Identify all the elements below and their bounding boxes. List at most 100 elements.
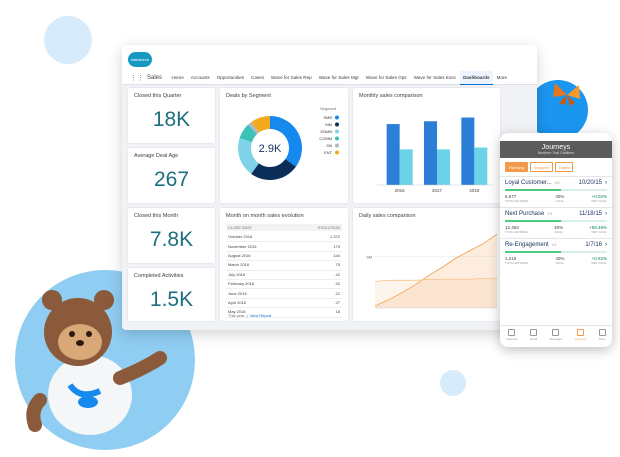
- y-tick-label: 5M: [366, 254, 372, 259]
- phone-tab[interactable]: Stopped: [529, 162, 553, 172]
- table-cell: November 2016: [228, 243, 257, 249]
- journey-date: 10/20/15: [578, 180, 602, 186]
- nav-button[interactable]: Calendar: [506, 329, 518, 341]
- table-cell: March 2016: [228, 262, 250, 268]
- table-title: Month on month sales evolution: [226, 213, 304, 219]
- phone: Journeys Northern Trail Outfitters Running…: [500, 133, 612, 347]
- chart-title: Deals by Segment: [226, 93, 271, 99]
- x-tick-label: 2018: [469, 188, 480, 193]
- table-cell: 179: [333, 243, 340, 249]
- metric-value: 1.5K: [149, 288, 194, 311]
- bar: [437, 149, 450, 185]
- nav-tab[interactable]: Home: [171, 75, 184, 80]
- stat: +0.02% MET GOAL: [592, 194, 607, 203]
- stat: 6,677 TOTAL ENTRIES: [505, 194, 528, 203]
- nav-bar: ⋮⋮ Sales Home Accounts Opportunities Cases W…: [122, 70, 537, 85]
- stat-label: MET GOAL: [591, 261, 607, 265]
- journey-stats: 6,677 TOTAL ENTRIES 40% GOAL +0.02% MET GOAL: [505, 194, 607, 203]
- view-report-link[interactable]: View Report: [249, 313, 272, 318]
- legend-swatch: [335, 115, 339, 120]
- nav-button[interactable]: Messages: [549, 329, 563, 341]
- journey-item[interactable]: Loyal Customer... V2 10/20/15 › 6,677 TOTAL E…: [500, 176, 612, 207]
- bar: [399, 149, 413, 185]
- chevron: ›: [605, 180, 607, 186]
- metric-title: Closed this Month: [134, 213, 179, 219]
- chevron: ›: [605, 242, 607, 248]
- stat: 40% GOAL: [555, 194, 564, 203]
- nav-tab[interactable]: Wave for Sales Exec: [413, 75, 457, 80]
- donut-center-label: 2.9K: [259, 143, 282, 155]
- legend-title: Segment: [320, 106, 337, 111]
- metric-value: 7.8K: [149, 228, 194, 251]
- nav-button[interactable]: Email: [530, 329, 538, 341]
- progress-bar: [505, 220, 607, 222]
- stat-value: 40%: [555, 194, 565, 199]
- phone-tabs: Running Stopped Drafts: [500, 158, 612, 176]
- metric-card: Closed this Quarter 18K: [128, 88, 215, 143]
- app-name: Sales: [147, 74, 163, 81]
- donut-segment: [251, 159, 296, 180]
- table-cell: July 2016: [228, 271, 246, 277]
- donut-segment: [251, 116, 270, 133]
- metric-card: Average Deal Age 267: [128, 148, 215, 203]
- chart-card: Deals by Segment 2.9K Segment SMB MM ENMB COMM…: [220, 88, 348, 203]
- progress-bar: [505, 251, 607, 253]
- stat-label: TOTAL ENTRIES: [505, 199, 529, 203]
- nav-tab[interactable]: Accounts: [190, 75, 210, 80]
- stat: 1,219 TOTAL ENTRIES: [505, 256, 528, 265]
- nav-tab[interactable]: More: [496, 75, 508, 80]
- donut-segment: [239, 124, 257, 143]
- stat-value: 6,677: [505, 194, 517, 199]
- bar: [386, 124, 400, 185]
- donut-chart: 2.9K Segment SMB MM ENMB COMM DB ENT: [238, 106, 339, 180]
- donut-segment: [248, 122, 259, 135]
- app-launcher[interactable]: ⋮⋮: [130, 74, 144, 82]
- column-header: EVOLUTION: [318, 225, 340, 230]
- nav-label: Journeys: [574, 337, 587, 341]
- legend-swatch: [335, 129, 339, 134]
- nav-tab[interactable]: Wave for Sales Mgr: [318, 75, 359, 80]
- nav-tab[interactable]: Dashboards: [459, 70, 494, 85]
- journey-date: 11/18/15: [579, 211, 602, 217]
- nav-tab[interactable]: Opportunities: [216, 75, 245, 80]
- line: [374, 233, 498, 307]
- legend-swatch: [335, 122, 339, 127]
- table-cell: 18: [335, 309, 340, 315]
- mascot: [26, 290, 167, 435]
- nav-tab[interactable]: Wave for Sales Rep: [271, 75, 312, 80]
- stat-value: 40%: [555, 256, 565, 261]
- chevron: ›: [605, 211, 607, 217]
- journey-head: Re-Engagement V1 1/7/16 ›: [505, 242, 607, 248]
- phone-tab[interactable]: Running: [505, 162, 528, 172]
- metric-card: Completed Activities 1.5K: [128, 268, 215, 321]
- table-card: Month on month sales evolution CLOSE DATE…: [220, 208, 348, 321]
- nav-button[interactable]: More: [598, 329, 606, 341]
- journey-name: Loyal Customer...: [505, 180, 552, 186]
- table-cell: 42: [335, 281, 340, 287]
- phone-tab[interactable]: Drafts: [554, 162, 574, 172]
- stat: 40% GOAL: [554, 225, 563, 234]
- journey-head: Next Purchase V1 11/18/15 ›: [505, 211, 607, 217]
- table-row: February 2016 42: [226, 279, 342, 290]
- bar: [461, 117, 475, 185]
- stat-value: 12,453: [505, 225, 519, 230]
- nav-tab[interactable]: Cases: [251, 75, 265, 80]
- donut: [238, 116, 302, 180]
- logo[interactable]: salesforce: [128, 52, 152, 67]
- journey-item[interactable]: Re-Engagement V1 1/7/16 › 1,219 TOTAL ENTRIES…: [500, 238, 612, 269]
- journey-date: 1/7/16: [585, 242, 602, 248]
- legend-swatch: [335, 143, 339, 148]
- journey-name: Re-Engagement: [505, 242, 549, 248]
- table-row: November 2016 179: [226, 241, 342, 252]
- nav-label: Messages: [549, 337, 563, 341]
- footer-text: This year: [228, 313, 245, 318]
- table-cell: April 2016: [228, 299, 247, 305]
- x-tick-label: 2016: [395, 188, 406, 193]
- nav-tab[interactable]: Wave for Sales Ops: [365, 75, 407, 80]
- stat-value: +59.48%: [589, 225, 607, 230]
- separator: |: [246, 313, 248, 318]
- bar: [424, 121, 437, 185]
- journey-item[interactable]: Next Purchase V1 11/18/15 › 12,453 TOTAL ENTR…: [500, 207, 612, 238]
- table-cell: February 2016: [228, 281, 255, 287]
- nav-button[interactable]: Journeys: [575, 329, 586, 341]
